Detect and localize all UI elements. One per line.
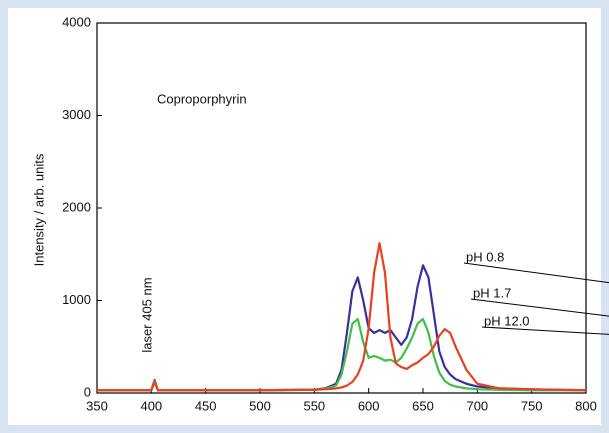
series-line: [97, 242, 587, 392]
x-tick-label: 750: [521, 398, 543, 413]
annotation: Coproporphyrin: [157, 91, 247, 106]
x-tick-label: 500: [249, 398, 271, 413]
x-tick-label: 700: [466, 398, 488, 413]
arrow: [463, 262, 609, 284]
x-tick-label: 400: [140, 398, 162, 413]
x-tick-label: 800: [575, 398, 597, 413]
annotation: laser 405 nm: [139, 277, 154, 352]
y-tick-label: 3000: [62, 107, 91, 122]
panel: [8, 8, 601, 425]
x-tick-label: 600: [358, 398, 380, 413]
series-label: pH 1.7: [473, 285, 511, 300]
x-tick-label: 650: [412, 398, 434, 413]
y-tick-label: 0: [84, 384, 91, 399]
series-label: pH 12.0: [484, 313, 530, 328]
series-label: pH 0.8: [466, 249, 504, 264]
arrow: [470, 298, 609, 317]
x-tick-label: 350: [86, 398, 108, 413]
y-tick-label: 4000: [62, 14, 91, 29]
y-axis-label: Intensity / arb. units: [31, 153, 46, 266]
arrow: [481, 326, 609, 335]
x-tick-label: 550: [303, 398, 325, 413]
y-tick-label: 1000: [62, 292, 91, 307]
x-tick-label: 450: [195, 398, 217, 413]
y-tick-label: 2000: [62, 199, 91, 214]
